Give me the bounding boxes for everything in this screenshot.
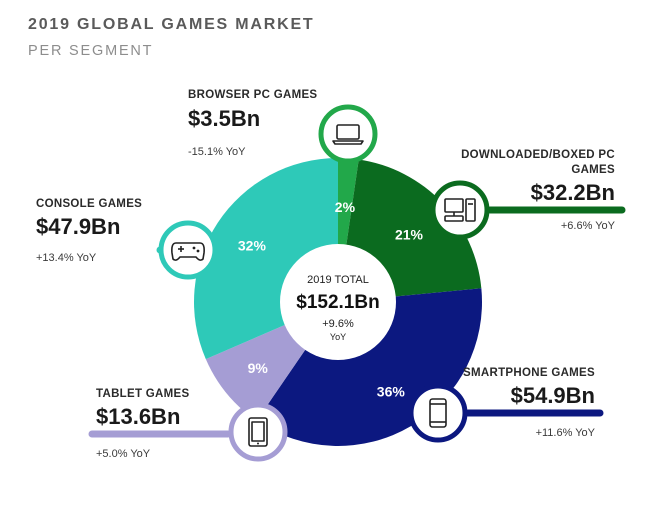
center-growth: +9.6% <box>322 318 354 330</box>
center-hole <box>280 244 396 360</box>
slice-percent-label: 21% <box>395 226 424 242</box>
segment-name: BROWSER PC GAMES <box>188 89 318 101</box>
segment-value: $47.9Bn <box>36 214 121 239</box>
center-total-label: 2019 TOTAL <box>307 274 369 286</box>
segment-value: $32.2Bn <box>530 180 615 205</box>
segment-yoy: +11.6% YoY <box>535 427 595 439</box>
segment-yoy: +5.0% YoY <box>96 448 151 460</box>
tablet-icon <box>228 402 288 462</box>
center-growth-unit: YoY <box>330 332 346 342</box>
segment-downloaded-pc: DOWNLOADED/BOXED PC GAMES $32.2Bn +6.6% … <box>455 148 615 232</box>
segment-name: DOWNLOADED/BOXED PC GAMES <box>461 149 615 176</box>
slice-percent-label: 32% <box>238 237 267 253</box>
segment-name: CONSOLE GAMES <box>36 198 143 210</box>
chart-title: 2019 GLOBAL GAMES MARKET <box>28 16 315 33</box>
segment-value: $13.6Bn <box>96 404 181 429</box>
smartphone-icon <box>408 383 468 443</box>
segment-console: CONSOLE GAMES $47.9Bn +13.4% YoY <box>36 197 142 264</box>
segment-name: TABLET GAMES <box>96 388 190 400</box>
segment-tablet: TABLET GAMES $13.6Bn +5.0% YoY <box>96 387 189 460</box>
segment-yoy: -15.1% YoY <box>188 146 246 158</box>
segment-name: SMARTPHONE GAMES <box>463 367 595 379</box>
segment-browser-pc: BROWSER PC GAMES $3.5Bn -15.1% YoY <box>188 88 317 158</box>
slice-percent-label: 36% <box>377 384 406 400</box>
segment-value: $3.5Bn <box>188 106 261 131</box>
segment-value: $54.9Bn <box>510 383 595 408</box>
slice-percent-label: 2% <box>335 199 356 215</box>
desktop-pc-icon <box>430 180 490 240</box>
gamepad-icon <box>158 220 218 280</box>
laptop-icon <box>318 104 378 164</box>
center-total-value: $152.1Bn <box>296 292 379 313</box>
segment-yoy: +6.6% YoY <box>560 220 615 232</box>
segment-smartphone: SMARTPHONE GAMES $54.9Bn +11.6% YoY <box>405 366 595 439</box>
segment-yoy: +13.4% YoY <box>36 252 97 264</box>
chart-subtitle: PER SEGMENT <box>28 43 154 59</box>
slice-percent-label: 9% <box>248 360 269 376</box>
